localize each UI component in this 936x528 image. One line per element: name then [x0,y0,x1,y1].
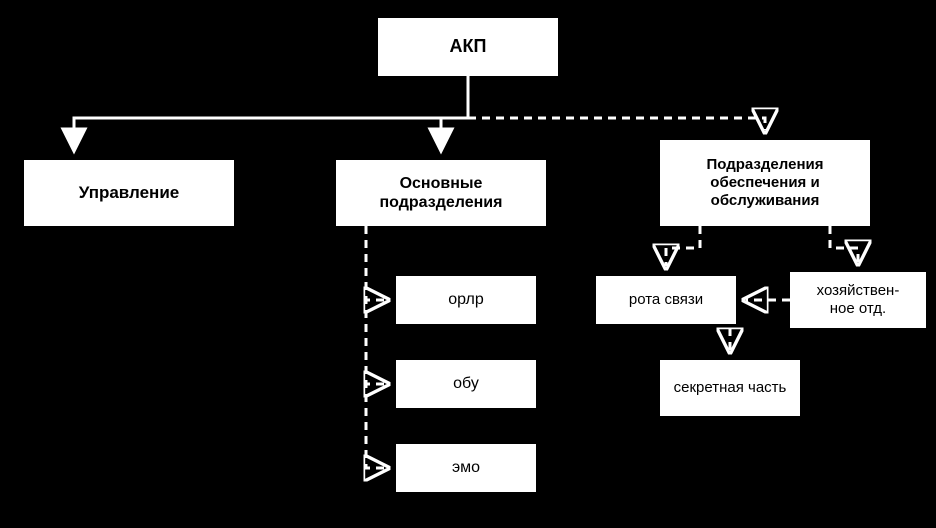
edge-main-obu [366,226,386,384]
edge-support-econ [830,226,858,262]
node-secret: секретная часть [660,360,800,416]
edge-main-orlr [366,226,386,300]
node-root: АКП [378,18,558,76]
node-obu: обу [396,360,536,408]
node-support: Подразделения обеспечения и обслуживания [660,140,870,226]
edge-main-emo [366,226,386,468]
node-emo: эмо [396,444,536,492]
node-main: Основные подразделения [336,160,546,226]
edge-root-support [468,76,765,130]
edge-support-comms [666,226,700,266]
node-orlr: орлр [396,276,536,324]
node-mgmt: Управление [24,160,234,226]
edge-root-mgmt [74,76,468,150]
node-econ: хозяйствен- ное отд. [790,272,926,328]
edge-root-main [441,76,468,150]
node-comms: рота связи [596,276,736,324]
